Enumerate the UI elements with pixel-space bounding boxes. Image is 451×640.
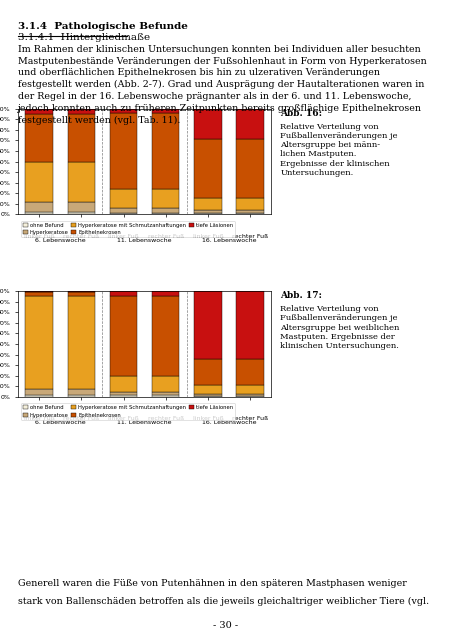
Bar (152, 395, 179, 397)
Bar (110, 395, 137, 397)
Text: Relative Verteilung von
Fußballenveränderungen je
Altersgruppe bei weiblichen
Ma: Relative Verteilung von Fußballenverände… (280, 305, 399, 350)
Text: Abb. 17:: Abb. 17: (280, 291, 322, 300)
Bar (194, 140, 221, 198)
Text: und oberflächlichen Epithelnekrosen bis hin zu ulzerativen Veränderungen: und oberflächlichen Epithelnekrosen bis … (18, 68, 379, 77)
Bar (68, 292, 95, 296)
Legend: ohne Befund, Hyperkeratose, Hyperkeratose mit Schmutzanhaftungen, Epithelnekrose: ohne Befund, Hyperkeratose, Hyperkeratos… (21, 221, 234, 237)
Bar (25, 395, 53, 397)
Bar (194, 213, 221, 214)
Bar (25, 292, 53, 296)
Bar (152, 291, 179, 296)
Bar (68, 212, 95, 214)
Bar (236, 213, 263, 214)
Text: 3.1.4  Pathologische Befunde: 3.1.4 Pathologische Befunde (18, 22, 188, 31)
Bar (236, 385, 263, 394)
Bar (110, 109, 137, 113)
Bar (236, 359, 263, 385)
Bar (152, 189, 179, 208)
Text: 16. Lebenswoche: 16. Lebenswoche (201, 420, 256, 425)
Bar (194, 198, 221, 210)
Bar (25, 389, 53, 395)
Bar (236, 291, 263, 359)
Bar (236, 396, 263, 397)
Text: 11. Lebenswoche: 11. Lebenswoche (117, 237, 171, 243)
Bar (68, 161, 95, 202)
Text: Generell waren die Füße von Putenhähnen in den späteren Mastphasen weniger: Generell waren die Füße von Putenhähnen … (18, 579, 406, 588)
Bar (194, 291, 221, 359)
Bar (68, 395, 95, 397)
Bar (25, 161, 53, 202)
Bar (152, 296, 179, 376)
Bar (236, 198, 263, 210)
Bar (194, 385, 221, 394)
Bar (152, 109, 179, 113)
Text: 6. Lebenswoche: 6. Lebenswoche (35, 237, 85, 243)
Bar (110, 213, 137, 214)
Bar (194, 396, 221, 397)
Bar (25, 202, 53, 212)
Bar (152, 376, 179, 392)
Text: stark von Ballenschäden betroffen als die jeweils gleichaltriger weiblicher Tier: stark von Ballenschäden betroffen als di… (18, 597, 428, 606)
Bar (25, 296, 53, 389)
Text: 11. Lebenswoche: 11. Lebenswoche (117, 420, 171, 425)
Bar (236, 210, 263, 213)
Bar (110, 392, 137, 395)
Bar (25, 114, 53, 161)
Text: - 30 -: - 30 - (213, 621, 238, 630)
Bar (152, 213, 179, 214)
Bar (236, 109, 263, 140)
Text: Mastputenbestände Veränderungen der Fußsohlenhaut in Form von Hyperkeratosen: Mastputenbestände Veränderungen der Fußs… (18, 56, 426, 66)
Bar (68, 291, 95, 292)
Bar (25, 291, 53, 292)
Text: 3.1.4.1  Hintergliedmaße: 3.1.4.1 Hintergliedmaße (18, 33, 150, 42)
Bar (68, 109, 95, 114)
Bar (194, 109, 221, 140)
Text: Im Rahmen der klinischen Untersuchungen konnten bei Individuen aller besuchten: Im Rahmen der klinischen Untersuchungen … (18, 45, 420, 54)
Bar (152, 392, 179, 395)
Bar (110, 296, 137, 376)
Text: Relative Verteilung von
Fußballenveränderungen je
Altersgruppe bei männ-
lichen : Relative Verteilung von Fußballenverände… (280, 123, 397, 177)
Legend: ohne Befund, Hyperkeratose, Hyperkeratose mit Schmutzanhaftungen, Epithelnekrose: ohne Befund, Hyperkeratose, Hyperkeratos… (21, 403, 234, 420)
Text: Abb. 16:: Abb. 16: (280, 109, 322, 118)
Text: festgestellt werden (Abb. 2-7). Grad und Ausprägung der Hautalterationen waren i: festgestellt werden (Abb. 2-7). Grad und… (18, 80, 423, 90)
Bar (68, 202, 95, 212)
Bar (110, 376, 137, 392)
Bar (25, 212, 53, 214)
Text: der Regel in der 16. Lebenswoche prägnanter als in der 6. und 11. Lebenswoche,: der Regel in der 16. Lebenswoche prägnan… (18, 92, 411, 101)
Bar (194, 210, 221, 213)
Bar (194, 359, 221, 385)
Bar (110, 208, 137, 213)
Bar (110, 291, 137, 296)
Bar (68, 389, 95, 395)
Text: festgestellt werden (vgl. Tab. 11).: festgestellt werden (vgl. Tab. 11). (18, 116, 180, 125)
Bar (110, 189, 137, 208)
Bar (152, 208, 179, 213)
Bar (110, 113, 137, 189)
Text: jedoch konnten auch zu früheren Zeitpunkten bereits großflächige Epithelnekrosen: jedoch konnten auch zu früheren Zeitpunk… (18, 104, 421, 113)
Bar (194, 394, 221, 396)
Bar (68, 114, 95, 161)
Bar (236, 140, 263, 198)
Bar (25, 109, 53, 114)
Bar (68, 296, 95, 389)
Bar (236, 394, 263, 396)
Bar (152, 113, 179, 189)
Text: 16. Lebenswoche: 16. Lebenswoche (201, 237, 256, 243)
Text: 6. Lebenswoche: 6. Lebenswoche (35, 420, 85, 425)
